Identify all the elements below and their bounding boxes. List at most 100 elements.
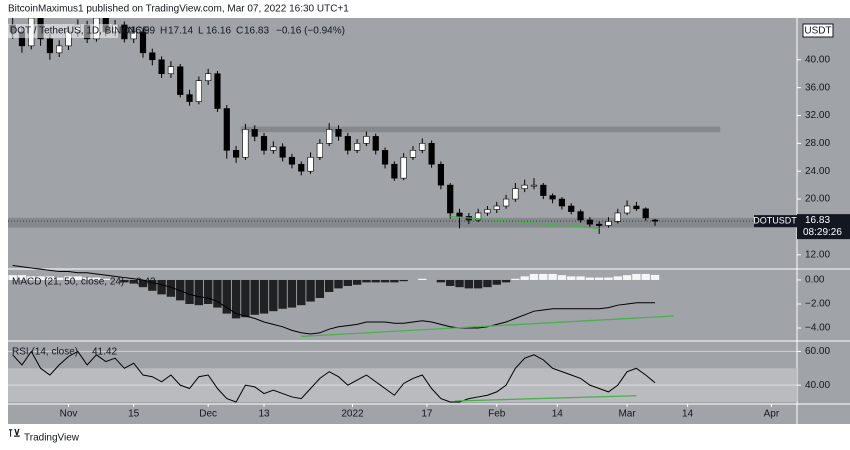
macd-bar: [287, 279, 297, 308]
macd-bar: [55, 277, 64, 280]
candle-body: [139, 31, 147, 54]
ohlc-label: O: [122, 26, 130, 37]
candle-body: [121, 24, 128, 40]
candle-body: [335, 129, 342, 137]
candle-body: [409, 150, 417, 158]
candle-body: [437, 163, 444, 186]
candle-body: [232, 150, 240, 158]
macd-bar: [222, 279, 231, 314]
macd-bar: [36, 276, 45, 280]
candle-body: [363, 136, 370, 144]
candle-body: [540, 184, 547, 196]
macd-bar: [446, 279, 455, 286]
candle-body: [502, 198, 510, 207]
candle-body: [167, 66, 175, 75]
macd-bar: [315, 279, 325, 298]
ohlc-label: L: [198, 26, 204, 37]
x-tick-label: Mar: [618, 409, 636, 420]
candle-body: [149, 52, 156, 61]
macd-bar: [45, 276, 55, 280]
macd-bar: [250, 279, 259, 315]
candle-body: [242, 129, 249, 158]
trend-line: [450, 215, 600, 229]
candle-body: [186, 94, 193, 102]
candle-body: [475, 212, 482, 221]
candle-body: [298, 163, 305, 172]
last-price: 16.83: [805, 215, 830, 226]
macd-bar: [259, 279, 269, 314]
candle-body: [596, 223, 603, 226]
macd-bar: [594, 277, 604, 280]
candle-body: [46, 38, 53, 54]
candle-body: [549, 195, 556, 200]
macd-bar: [27, 276, 36, 280]
candle-body: [177, 66, 184, 95]
macd-bar: [297, 279, 306, 306]
x-tick-label: Feb: [488, 409, 506, 420]
x-tick-label: 13: [258, 409, 270, 420]
candle-body: [419, 143, 426, 151]
x-tick-label: 14: [682, 409, 694, 420]
y-tick-label: 60.00: [805, 346, 830, 357]
x-tick-label: 2022: [341, 409, 364, 420]
candle-body: [56, 45, 63, 54]
zone: [240, 126, 721, 133]
currency-box: [802, 23, 834, 38]
candle-body: [614, 212, 621, 222]
macd-bar: [334, 279, 343, 289]
candle-body: [354, 143, 361, 151]
macd-bar: [203, 279, 213, 304]
ohlc-label: C: [236, 26, 243, 37]
macd-bar: [539, 273, 548, 280]
macd-bar: [306, 279, 315, 302]
candle-body: [288, 156, 296, 165]
candle-body: [279, 146, 286, 158]
macd-bar: [641, 273, 650, 280]
macd-bar: [418, 278, 427, 280]
change: −0.16 (−0.94%): [276, 26, 345, 37]
candle-body: [270, 146, 277, 151]
rsi-name: RSI (14, close): [12, 347, 78, 358]
macd-bar: [567, 276, 576, 280]
y-tick-label: 32.00: [805, 110, 830, 121]
candle-body: [558, 198, 566, 207]
rsi-value: 41.42: [92, 347, 117, 358]
macd-bar: [604, 277, 613, 280]
candle-body: [633, 205, 640, 210]
macd-bar: [157, 279, 166, 295]
macd-bar: [557, 275, 567, 280]
macd-bar: [120, 279, 129, 283]
macd-bar: [194, 279, 204, 306]
macd-bar: [185, 279, 194, 304]
currency: USDT: [804, 26, 831, 37]
y-tick-label: 40.00: [805, 380, 830, 391]
macd-bar: [548, 273, 557, 280]
x-tick-label: Dec: [199, 409, 217, 420]
candle-body: [456, 212, 463, 217]
footer: TradingView: [24, 433, 80, 444]
macd-bar: [613, 276, 622, 280]
macd-bar: [324, 279, 334, 292]
zone: [8, 217, 797, 228]
macd-value: 0.42: [136, 277, 156, 288]
macd-bar: [148, 279, 157, 291]
candle-body: [260, 136, 268, 151]
candle-body: [530, 184, 538, 187]
macd-bar: [511, 278, 520, 280]
macd-line: [12, 265, 656, 335]
x-tick-label: 15: [128, 409, 140, 420]
y-tick-label: 12.00: [805, 249, 830, 260]
header-bg: [8, 24, 118, 38]
candle-body: [651, 219, 659, 222]
ohlc-value: 16.83: [244, 26, 269, 37]
ohlc-label: H: [160, 26, 167, 37]
candle-body: [158, 59, 165, 75]
macd-bar: [380, 279, 390, 283]
macd-bar: [129, 279, 138, 284]
y-tick-label: 28.00: [805, 138, 830, 149]
macd-bar: [82, 277, 92, 280]
candle-body: [512, 188, 519, 200]
y-tick-label: 36.00: [805, 82, 830, 93]
tag-box: [754, 215, 797, 228]
plot: [8, 18, 797, 403]
